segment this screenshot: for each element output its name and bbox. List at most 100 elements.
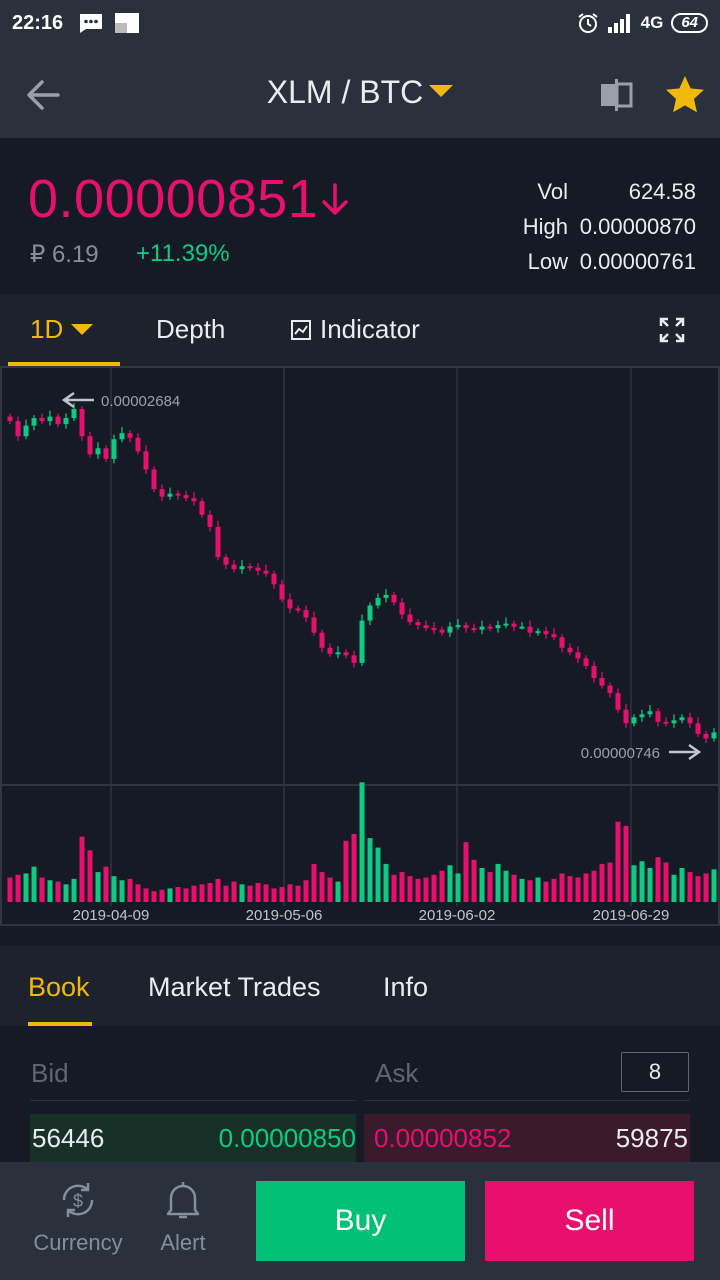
candle-body — [255, 567, 261, 571]
candle-body — [295, 608, 301, 611]
tab-book[interactable]: Book — [28, 972, 90, 1002]
stat-high: High 0.00000870 — [523, 209, 696, 244]
stat-vol: Vol 624.58 — [523, 174, 696, 209]
candle-body — [327, 647, 333, 654]
volume-bar — [583, 873, 589, 902]
volume-bar — [631, 865, 637, 902]
volume-bar — [359, 782, 365, 902]
volume-bar — [151, 891, 157, 902]
bid-quantity: 56446 — [32, 1122, 105, 1153]
tab-interval[interactable]: 1D — [30, 314, 94, 345]
candle-body — [271, 573, 277, 585]
candle-body — [119, 433, 125, 440]
volume-bar — [423, 877, 429, 902]
gallery-icon — [115, 13, 139, 33]
candle-body — [495, 625, 501, 629]
bid-row[interactable]: 56446 0.00000850 — [30, 1114, 356, 1162]
x-tick-label: 2019-06-29 — [593, 907, 670, 924]
volume-bar — [47, 880, 53, 902]
volume-bar — [295, 885, 301, 902]
candle-body — [407, 614, 413, 623]
signal-icon — [607, 14, 630, 33]
candle-body — [335, 652, 341, 655]
candle-body — [463, 625, 469, 629]
back-arrow-icon[interactable] — [22, 74, 64, 116]
volume-bar — [175, 887, 181, 902]
ask-header: Ask — [375, 1058, 419, 1088]
ask-row[interactable]: 0.00000852 59875 — [364, 1114, 690, 1162]
vol-value: 624.58 — [628, 178, 696, 204]
candle-body — [247, 566, 253, 569]
fiat-price: ₽ 6.19 — [30, 241, 99, 268]
volume-bar — [119, 880, 125, 902]
volume-bar — [591, 870, 597, 902]
volume-bar — [247, 885, 253, 902]
candle-body — [311, 617, 317, 633]
candle-body — [695, 723, 701, 734]
volume-bar — [439, 870, 445, 902]
candle-body — [263, 570, 269, 574]
candle-body — [671, 720, 677, 724]
tab-depth[interactable]: Depth — [156, 314, 226, 344]
volume-bar — [199, 884, 205, 902]
divider — [364, 1100, 690, 1101]
volume-bar — [551, 878, 557, 902]
volume-bar — [431, 874, 437, 902]
ticker-panel: 0.00000851 ₽ 6.19 +11.39% Vol 624.58 Hig… — [0, 138, 720, 292]
candle-body — [63, 418, 69, 425]
candle-body — [287, 599, 293, 609]
volume-bar — [31, 866, 37, 902]
volume-bar — [543, 881, 549, 902]
volume-bar — [399, 872, 405, 902]
volume-bar — [463, 842, 469, 902]
tab-market-trades[interactable]: Market Trades — [148, 972, 321, 1002]
buy-button[interactable]: Buy — [256, 1181, 465, 1261]
candle-body — [87, 436, 93, 455]
volume-bar — [191, 885, 197, 902]
network-label: 4G — [640, 13, 664, 32]
volume-bar — [711, 869, 717, 902]
volume-bar — [623, 825, 629, 902]
volume-bar — [615, 821, 621, 902]
candle-body — [239, 566, 245, 570]
pair-selector[interactable]: XLM / BTC — [0, 74, 720, 111]
volume-bar — [455, 873, 461, 902]
chart-tabs: 1D Depth Indicator — [0, 294, 720, 366]
fullscreen-icon[interactable] — [658, 316, 686, 344]
volume-bar — [63, 884, 69, 902]
volume-bar — [303, 880, 309, 902]
volume-bar — [135, 884, 141, 902]
candle-body — [215, 526, 221, 558]
candle-body — [471, 628, 477, 631]
tab-indicator[interactable]: Indicator — [290, 314, 420, 345]
candle-body — [319, 632, 325, 648]
volume-bar — [343, 840, 349, 902]
arrow-down-icon — [322, 183, 348, 215]
alarm-icon — [578, 13, 598, 33]
compare-icon[interactable] — [598, 76, 636, 114]
tab-info[interactable]: Info — [383, 972, 429, 1002]
volume-bar — [647, 868, 653, 902]
candle-body — [447, 626, 453, 633]
status-right: 4G 64 — [577, 12, 708, 34]
candle-body — [591, 665, 597, 678]
candle-body — [687, 717, 693, 724]
volume-bar — [655, 857, 661, 902]
star-icon[interactable] — [664, 74, 706, 116]
candle-body — [543, 631, 549, 635]
candle-body — [503, 623, 509, 626]
stat-low: Low 0.00000761 — [523, 244, 696, 279]
bid-header: Bid — [31, 1058, 69, 1088]
bottom-action-bar: $ Currency Alert Buy Sell — [0, 1162, 720, 1280]
volume-bar — [575, 877, 581, 902]
indicator-icon — [291, 319, 311, 340]
candle-body — [199, 501, 205, 515]
volume-bar — [679, 868, 685, 902]
sell-button[interactable]: Sell — [485, 1181, 694, 1261]
alert-button[interactable]: Alert — [150, 1178, 216, 1256]
depth-select[interactable]: 8 — [621, 1052, 689, 1092]
price-chart[interactable]: 0.00002684 0.00000746 2019-04-09 2019-05… — [0, 366, 720, 928]
volume-bar — [39, 877, 45, 902]
candle-body — [631, 717, 637, 724]
currency-button[interactable]: $ Currency — [28, 1178, 128, 1256]
